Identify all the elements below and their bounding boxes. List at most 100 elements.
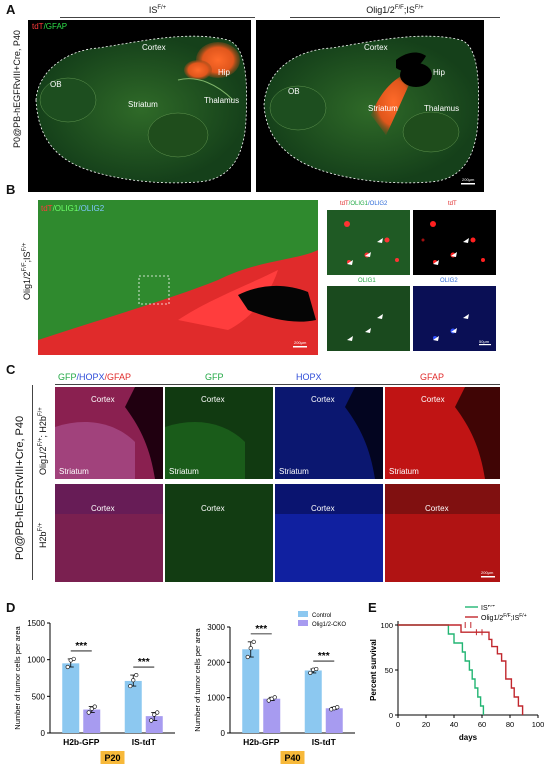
c-row1-gfap-image — [385, 387, 500, 479]
survival-curve — [398, 624, 485, 715]
genotype-sup: F/F — [394, 5, 404, 11]
chart-d: 0 500 1000 1500 Number of tumor cells per ar… — [13, 611, 355, 764]
data-point — [92, 704, 97, 709]
x-tick-label: 40 — [450, 720, 458, 729]
inset-title-tdt: tdT — [448, 201, 457, 207]
c-row1-gfp: Cortex Striatum — [165, 387, 273, 479]
data-point — [71, 656, 76, 662]
bar — [242, 649, 260, 733]
stain-tdt: tdT — [41, 204, 53, 213]
panel-label-b: B — [6, 182, 16, 197]
y-tick-label: 2000 — [207, 658, 225, 667]
row1-label: Olig1/2F/+; H2bF/+ — [38, 407, 48, 475]
inset-title-merge: tdT/OLIG1/OLIG2 — [340, 201, 387, 207]
col-title-merge: GFP/HOPX/GFAP — [58, 372, 131, 382]
x-tick-label: H2b-GFP — [63, 737, 100, 747]
region-hip: Hip — [433, 68, 446, 77]
scalebar-text: 200μm — [294, 340, 307, 345]
brain-image-right: Cortex Hip OB Striatum Thalamus 200μm — [256, 20, 484, 192]
tumor-section — [38, 200, 318, 355]
inset-olig1-image — [327, 286, 410, 351]
region-striatum: Striatum — [59, 467, 89, 476]
panel-b-main-image: tdT/OLIG1/OLIG2 200μm — [38, 200, 318, 355]
y-tick-label: 1000 — [207, 694, 225, 703]
bar — [62, 663, 80, 733]
scalebar-text: 50μm — [479, 339, 490, 344]
data-point — [155, 710, 160, 715]
x-axis-label: days — [459, 733, 478, 742]
region-cortex: Cortex — [421, 395, 445, 404]
data-point — [152, 712, 157, 717]
region-cortex: Cortex — [201, 395, 225, 404]
region-cortex: Cortex — [201, 504, 225, 513]
inset-tdt — [413, 210, 496, 275]
panel-a-header-right: Olig1/2F/F;ISF/+ — [290, 5, 500, 15]
col-title: /GFAP — [104, 372, 132, 382]
significance-label: *** — [255, 624, 267, 635]
x-tick-label: 80 — [506, 720, 514, 729]
bar — [263, 698, 281, 733]
col-title-gfap: GFAP — [420, 372, 445, 382]
legend-text: ;IS — [511, 615, 520, 622]
region-striatum: Striatum — [169, 467, 199, 476]
region-cortex: Cortex — [142, 43, 166, 52]
genotype-label-tail: ; H2b — [38, 416, 48, 438]
y-tick-label: 0 — [221, 729, 226, 738]
data-point — [266, 698, 271, 703]
data-point — [89, 706, 94, 711]
region-cortex: Cortex — [364, 43, 388, 52]
c-row1-hopx: Cortex Striatum — [275, 387, 383, 479]
bar — [325, 708, 343, 733]
c-row2-gfap: Cortex 200μm — [385, 484, 500, 582]
data-point — [251, 639, 256, 644]
inset-title-olig2: OLIG2 — [440, 278, 458, 284]
significance-label: *** — [318, 651, 330, 662]
panel-label-a: A — [6, 2, 16, 17]
panel-a-header-left: ISF/+ — [60, 5, 255, 15]
c-row1-gfap: Cortex Striatum — [385, 387, 500, 479]
stain-tdt: tdT — [32, 22, 44, 31]
c-row2-merge: Cortex — [55, 484, 163, 582]
panel-label-c: C — [6, 362, 16, 377]
stain-olig1: /OLIG1 — [52, 204, 79, 213]
data-point — [308, 670, 313, 676]
legend-text: Olig1/2 — [481, 615, 503, 622]
region-thalamus: Thalamus — [204, 96, 240, 105]
panel-a-side-label: P0@PB-hEGFRvIII+Cre, P40 — [12, 30, 22, 148]
header-line — [290, 17, 500, 18]
data-point — [134, 672, 139, 678]
data-point — [248, 646, 253, 651]
x-tick-label: IS-tdT — [132, 737, 157, 747]
legend-sup: F/+ — [488, 605, 495, 609]
stage-badge — [280, 751, 305, 764]
significance-label: *** — [138, 657, 150, 668]
genotype-sup: F/+ — [38, 522, 44, 532]
col-title-gfp: GFP — [205, 372, 224, 382]
c-row2-gfap-image — [385, 484, 500, 582]
y-tick-label: 3000 — [207, 623, 225, 632]
x-tick-label: 60 — [478, 720, 486, 729]
inset-title: /OLIG2 — [368, 201, 388, 207]
y-axis-label: Number of tumor cells per area — [13, 625, 22, 729]
stain-label: tdT/GFAP — [32, 22, 67, 31]
genotype-sup: F/+ — [22, 242, 28, 252]
genotype-sup: F/+ — [38, 437, 44, 447]
inset-merge-image — [327, 210, 410, 275]
region-cortex: Cortex — [311, 504, 335, 513]
panel-c-side-label: P0@PB-hEGFRvIII+Cre, P40 — [14, 415, 26, 560]
panel-b-side-label: Olig1/2F/F;ISF/+ — [22, 243, 32, 300]
region-striatum: Striatum — [279, 467, 309, 476]
brain-image-left: tdT/GFAP Cortex Hip OB Striatum Thalamus — [28, 20, 251, 192]
inset-title-olig1: OLIG1 — [358, 278, 376, 284]
panel-label-d: D — [6, 600, 16, 615]
region-thalamus: Thalamus — [424, 104, 460, 113]
panel-label-e: E — [368, 600, 377, 615]
region-ob: OB — [288, 87, 300, 96]
legend-swatch-cko — [298, 620, 308, 626]
legend-text: IS — [481, 605, 488, 612]
region-striatum: Striatum — [368, 104, 398, 113]
x-tick-label: 20 — [422, 720, 430, 729]
region-ob: OB — [50, 80, 62, 89]
region-cortex: Cortex — [311, 395, 335, 404]
